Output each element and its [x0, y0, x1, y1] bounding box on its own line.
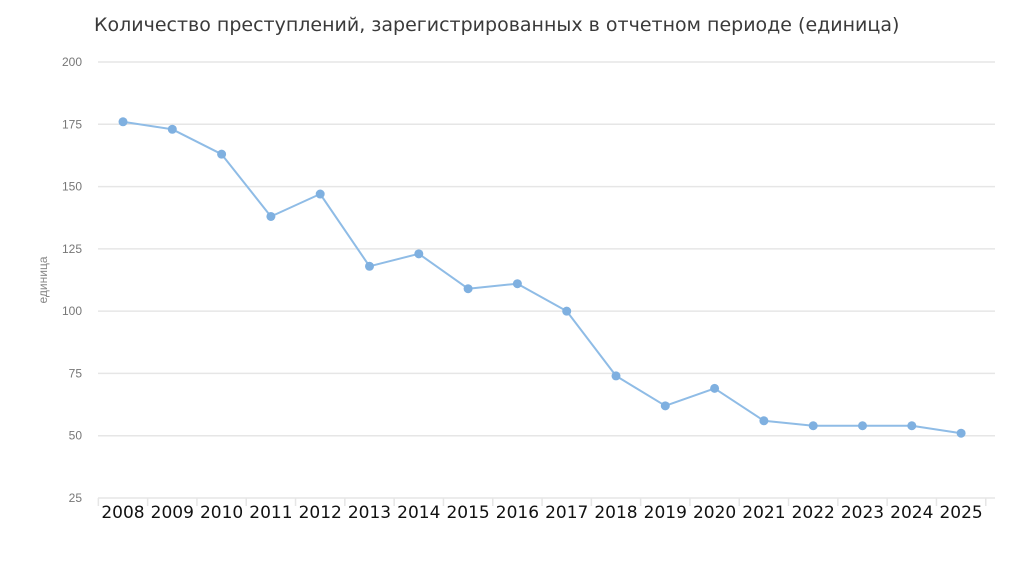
- x-tick-label: 2014: [397, 503, 440, 523]
- x-tick-label: 2018: [594, 503, 637, 523]
- data-point[interactable]: [414, 249, 424, 259]
- x-axis-ticks: 2008 2009 2010 2011 2012 2013 2014 2015 2016 2017…: [97, 498, 987, 523]
- x-tick-label: 2020: [693, 503, 736, 523]
- y-tick-label: 175: [62, 117, 82, 131]
- data-points: [118, 117, 966, 438]
- y-tick-label: 125: [62, 242, 82, 256]
- x-tick-label: 2021: [742, 503, 785, 523]
- data-point[interactable]: [956, 428, 966, 438]
- x-tick-label: 2017: [545, 503, 588, 523]
- data-point[interactable]: [907, 421, 917, 431]
- data-point[interactable]: [808, 421, 818, 431]
- x-tick-label: 2022: [792, 503, 835, 523]
- data-point[interactable]: [710, 383, 720, 393]
- data-point[interactable]: [562, 306, 572, 316]
- data-point[interactable]: [266, 211, 276, 221]
- data-point[interactable]: [660, 401, 670, 411]
- data-point[interactable]: [167, 124, 177, 134]
- x-tick-label: 2015: [446, 503, 489, 523]
- x-tick-label: 2025: [939, 503, 982, 523]
- grid-lines: [98, 61, 995, 499]
- data-point[interactable]: [217, 149, 227, 159]
- data-point[interactable]: [858, 421, 867, 431]
- y-tick-label: 100: [62, 304, 82, 318]
- y-tick-label: 200: [62, 55, 82, 69]
- x-tick-label: 2009: [151, 503, 194, 523]
- y-axis-ticks: 25 50 75 100 125 150 175 200: [62, 55, 82, 505]
- data-point[interactable]: [118, 117, 128, 127]
- x-tick-label: 2024: [890, 503, 933, 523]
- data-point[interactable]: [611, 371, 621, 381]
- x-tick-label: 2019: [644, 503, 687, 523]
- chart-title: Количество преступлений, зарегистрирован…: [94, 14, 899, 36]
- y-axis-label: единица: [36, 256, 50, 303]
- y-tick-label: 25: [69, 491, 83, 505]
- data-point[interactable]: [759, 416, 769, 426]
- x-tick-label: 2012: [299, 503, 342, 523]
- y-tick-label: 75: [69, 366, 83, 380]
- y-tick-label: 150: [62, 180, 82, 194]
- x-tick-label: 2011: [249, 503, 292, 523]
- data-point[interactable]: [365, 261, 374, 271]
- data-point[interactable]: [463, 284, 473, 294]
- series-line: [122, 120, 962, 435]
- data-point[interactable]: [512, 279, 522, 289]
- x-tick-label: 2008: [101, 503, 144, 523]
- data-point[interactable]: [315, 189, 325, 199]
- series-line-path: [122, 120, 962, 435]
- x-tick-label: 2013: [348, 503, 391, 523]
- x-tick-label: 2016: [496, 503, 539, 523]
- x-tick-label: 2010: [200, 503, 243, 523]
- y-tick-label: 50: [69, 429, 83, 443]
- x-tick-label: 2023: [841, 503, 884, 523]
